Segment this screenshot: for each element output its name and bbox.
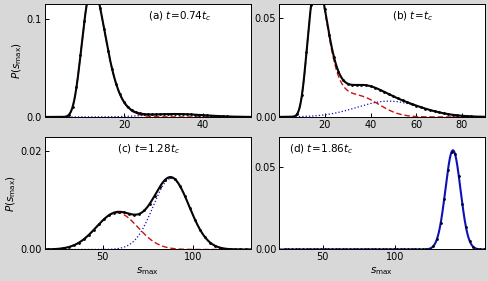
Y-axis label: $P(s_{\rm max})$: $P(s_{\rm max})$ — [10, 42, 24, 79]
Y-axis label: $P(s_{\rm max})$: $P(s_{\rm max})$ — [4, 175, 18, 212]
X-axis label: $s_{\rm max}$: $s_{\rm max}$ — [370, 265, 393, 277]
Text: (c) $t\!=\!$1.28$t_c$: (c) $t\!=\!$1.28$t_c$ — [117, 142, 180, 156]
X-axis label: $s_{\rm max}$: $s_{\rm max}$ — [136, 265, 159, 277]
Text: (a) $t\!=\!$0.74$t_c$: (a) $t\!=\!$0.74$t_c$ — [147, 10, 211, 23]
Text: (d) $t\!=\!$1.86$t_c$: (d) $t\!=\!$1.86$t_c$ — [289, 142, 353, 156]
Text: (b) $t\!=\!t_c$: (b) $t\!=\!t_c$ — [391, 10, 433, 23]
